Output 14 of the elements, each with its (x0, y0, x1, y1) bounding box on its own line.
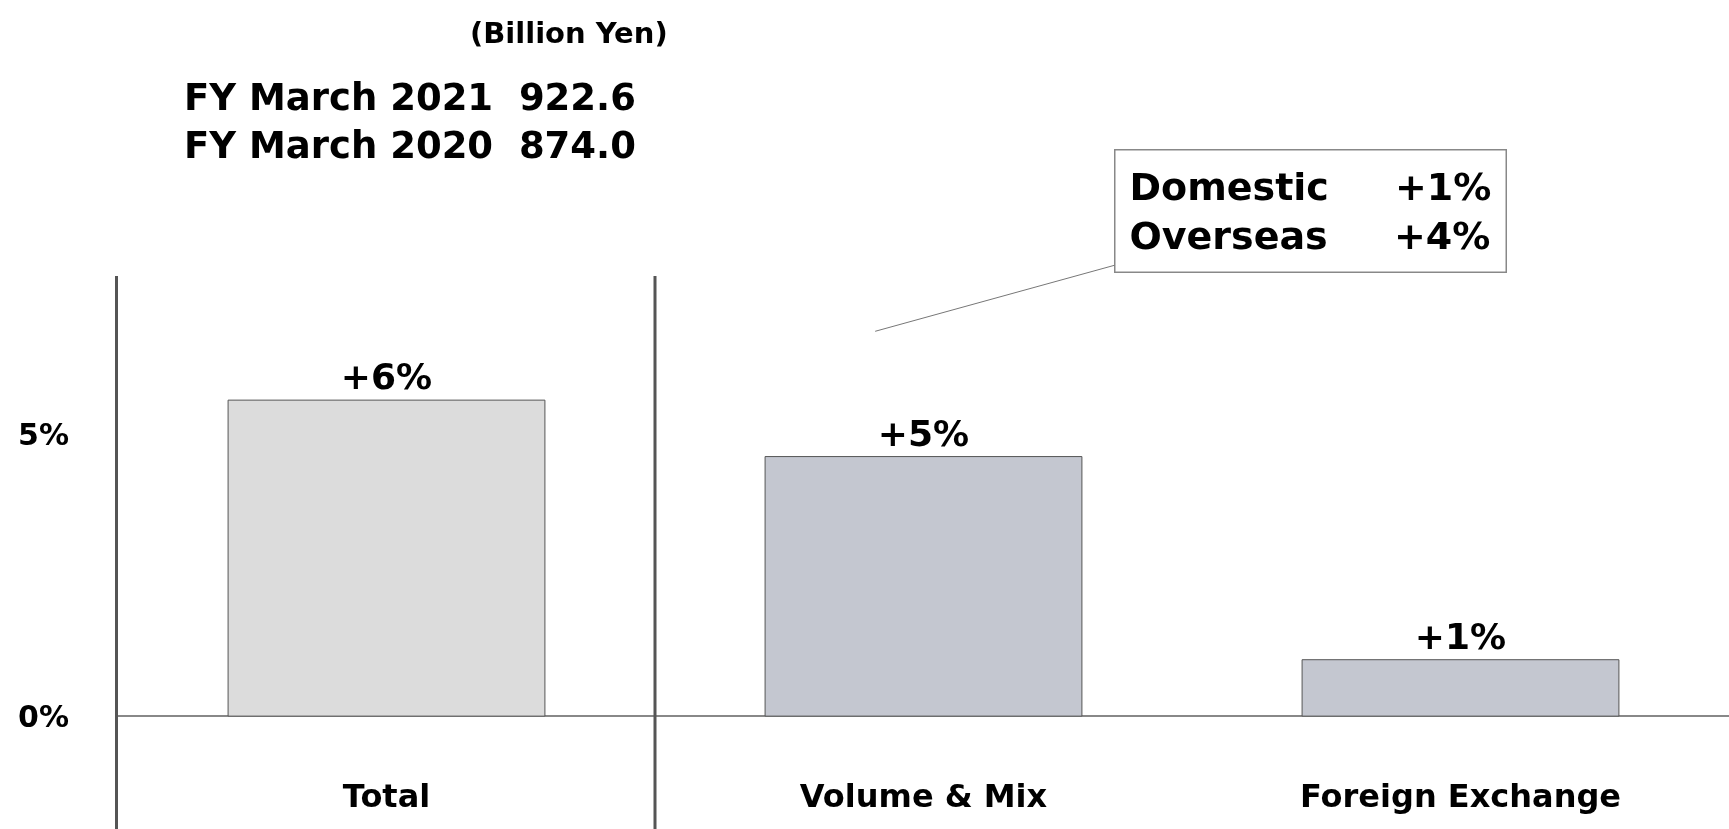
text: Domestic +1% Overseas +4% (1129, 164, 1492, 258)
data-label: +5% (877, 412, 970, 454)
x-tick-label: Total (342, 776, 431, 815)
x-tick-label: Foreign Exchange (1299, 776, 1622, 815)
bar (1301, 659, 1620, 717)
data-label: +6% (340, 356, 433, 398)
x-tick-label: Volume & Mix (799, 776, 1048, 815)
bar (227, 399, 546, 717)
y-tick-label: 0% (18, 698, 69, 734)
data-label: +1% (1414, 615, 1507, 657)
y-tick-label: 5% (18, 416, 69, 452)
bar (764, 456, 1083, 717)
text: (Billion Yen) (470, 16, 668, 50)
text: FY March 2021 922.6 FY March 2020 874.0 (184, 76, 636, 168)
